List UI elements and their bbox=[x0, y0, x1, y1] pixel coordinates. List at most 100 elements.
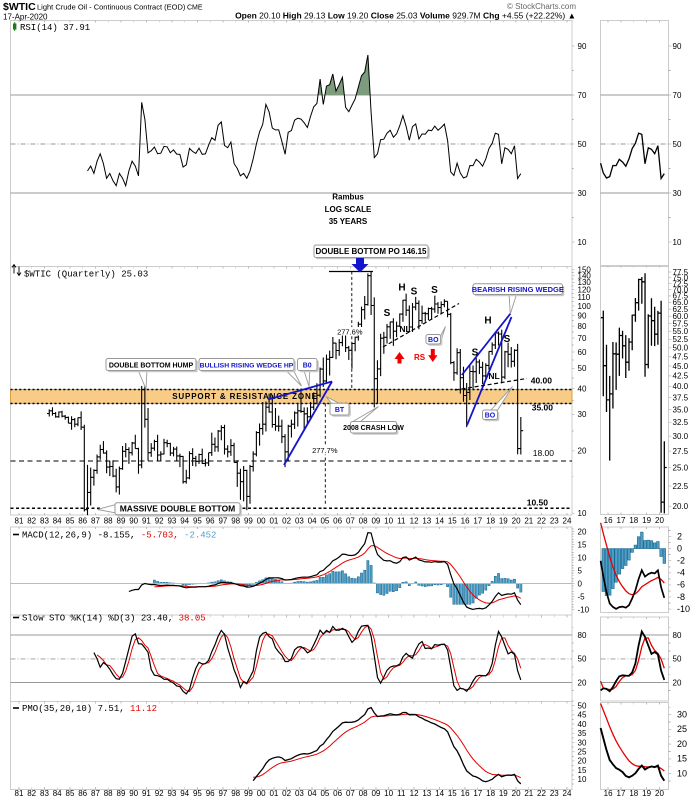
svg-text:SUPPORT & RESISTANCE ZONE: SUPPORT & RESISTANCE ZONE bbox=[172, 392, 318, 401]
svg-text:12: 12 bbox=[410, 517, 419, 526]
svg-text:83: 83 bbox=[40, 517, 49, 526]
svg-text:82: 82 bbox=[27, 789, 36, 798]
svg-text:80: 80 bbox=[673, 631, 682, 640]
svg-text:25: 25 bbox=[578, 748, 587, 757]
svg-text:93: 93 bbox=[167, 789, 176, 798]
svg-text:16: 16 bbox=[604, 789, 613, 798]
svg-text:BT: BT bbox=[335, 407, 345, 414]
svg-text:40.00: 40.00 bbox=[531, 376, 553, 386]
svg-text:10: 10 bbox=[578, 553, 587, 562]
svg-text:03: 03 bbox=[295, 789, 304, 798]
svg-text:30: 30 bbox=[673, 189, 682, 198]
svg-text:35.0: 35.0 bbox=[673, 405, 689, 414]
svg-text:32.5: 32.5 bbox=[673, 418, 689, 427]
svg-text:50: 50 bbox=[578, 701, 587, 710]
svg-text:15: 15 bbox=[578, 540, 587, 549]
svg-text:-4: -4 bbox=[677, 568, 685, 578]
svg-text:00: 00 bbox=[257, 517, 266, 526]
svg-text:Rambus: Rambus bbox=[332, 193, 364, 202]
svg-text:30: 30 bbox=[578, 738, 587, 747]
svg-text:100: 100 bbox=[578, 302, 592, 311]
svg-text:B0: B0 bbox=[303, 362, 312, 369]
svg-text:-2: -2 bbox=[677, 556, 685, 566]
svg-text:21: 21 bbox=[524, 789, 533, 798]
svg-text:10: 10 bbox=[578, 238, 587, 247]
svg-text:16: 16 bbox=[461, 789, 470, 798]
svg-text:03: 03 bbox=[295, 517, 304, 526]
svg-text:81: 81 bbox=[15, 789, 24, 798]
svg-text:99: 99 bbox=[244, 789, 253, 798]
svg-text:21: 21 bbox=[524, 517, 533, 526]
svg-text:16: 16 bbox=[461, 517, 470, 526]
svg-text:92: 92 bbox=[155, 517, 164, 526]
svg-text:20: 20 bbox=[655, 516, 664, 525]
svg-text:DOUBLE BOTTOM PO 146.15: DOUBLE BOTTOM PO 146.15 bbox=[316, 247, 428, 256]
svg-text:89: 89 bbox=[117, 517, 126, 526]
svg-text:70: 70 bbox=[673, 91, 682, 100]
svg-text:20: 20 bbox=[578, 447, 587, 456]
svg-text:15: 15 bbox=[448, 789, 457, 798]
svg-text:BO: BO bbox=[485, 413, 496, 420]
svg-text:08: 08 bbox=[359, 517, 368, 526]
svg-text:-6: -6 bbox=[677, 580, 685, 590]
svg-text:02: 02 bbox=[282, 789, 291, 798]
svg-text:90: 90 bbox=[129, 789, 138, 798]
svg-text:RS: RS bbox=[414, 353, 426, 362]
svg-text:13: 13 bbox=[422, 789, 431, 798]
svg-text:85: 85 bbox=[66, 517, 75, 526]
svg-text:94: 94 bbox=[180, 517, 189, 526]
svg-text:24: 24 bbox=[563, 517, 572, 526]
svg-text:98: 98 bbox=[231, 517, 240, 526]
svg-text:86: 86 bbox=[78, 517, 87, 526]
svg-text:CME: CME bbox=[187, 5, 203, 12]
svg-text:09: 09 bbox=[371, 789, 380, 798]
svg-text:-10: -10 bbox=[677, 604, 690, 614]
svg-text:S: S bbox=[384, 308, 391, 319]
svg-text:Slow STO %K(14) %D(3) 23.40, 3: Slow STO %K(14) %D(3) 23.40, 38.05 bbox=[22, 614, 206, 624]
svg-text:01: 01 bbox=[269, 789, 278, 798]
svg-text:99: 99 bbox=[244, 517, 253, 526]
svg-text:07: 07 bbox=[346, 517, 355, 526]
svg-text:91: 91 bbox=[142, 789, 151, 798]
svg-text:$WTIC: $WTIC bbox=[3, 1, 36, 13]
svg-text:25: 25 bbox=[677, 724, 687, 734]
svg-text:20: 20 bbox=[578, 757, 587, 766]
svg-text:MACD(12,26,9) -8.155, -5.703,: MACD(12,26,9) -8.155, -5.703, -2.452 bbox=[22, 531, 216, 541]
svg-text:40.0: 40.0 bbox=[673, 382, 689, 391]
svg-text:10: 10 bbox=[578, 775, 587, 784]
svg-text:S: S bbox=[411, 287, 418, 298]
svg-text:LOG SCALE: LOG SCALE bbox=[325, 205, 372, 214]
svg-text:52.5: 52.5 bbox=[673, 335, 689, 344]
svg-text:04: 04 bbox=[308, 517, 317, 526]
svg-text:11: 11 bbox=[397, 517, 406, 526]
svg-text:16: 16 bbox=[604, 516, 613, 525]
svg-text:17: 17 bbox=[473, 789, 482, 798]
svg-text:97: 97 bbox=[218, 517, 227, 526]
svg-text:83: 83 bbox=[40, 789, 49, 798]
svg-text:50: 50 bbox=[673, 140, 682, 149]
svg-text:H: H bbox=[484, 316, 491, 327]
svg-text:20: 20 bbox=[655, 789, 664, 798]
svg-text:18.00: 18.00 bbox=[533, 448, 555, 458]
svg-text:BEARISH RISING WEDGE: BEARISH RISING WEDGE bbox=[472, 285, 564, 294]
svg-text:07: 07 bbox=[346, 789, 355, 798]
svg-text:55.0: 55.0 bbox=[673, 327, 689, 336]
svg-text:50: 50 bbox=[578, 140, 587, 149]
svg-text:20: 20 bbox=[578, 527, 587, 536]
svg-text:84: 84 bbox=[53, 789, 62, 798]
svg-text:09: 09 bbox=[371, 517, 380, 526]
svg-text:10: 10 bbox=[578, 509, 587, 518]
svg-text:PMO(35,20,10) 7.51, 11.12: PMO(35,20,10) 7.51, 11.12 bbox=[22, 704, 157, 714]
svg-text:BULLISH RISING WEDGE HP: BULLISH RISING WEDGE HP bbox=[200, 362, 294, 369]
svg-text:10: 10 bbox=[384, 789, 393, 798]
svg-text:2: 2 bbox=[677, 531, 682, 541]
svg-text:22.5: 22.5 bbox=[673, 482, 689, 491]
svg-text:81: 81 bbox=[15, 517, 24, 526]
svg-text:47.5: 47.5 bbox=[673, 353, 689, 362]
svg-text:42.5: 42.5 bbox=[673, 372, 689, 381]
svg-text:22: 22 bbox=[537, 789, 546, 798]
svg-text:24: 24 bbox=[563, 789, 572, 798]
svg-text:06: 06 bbox=[333, 789, 342, 798]
svg-text:84: 84 bbox=[53, 517, 62, 526]
svg-text:88: 88 bbox=[104, 517, 113, 526]
